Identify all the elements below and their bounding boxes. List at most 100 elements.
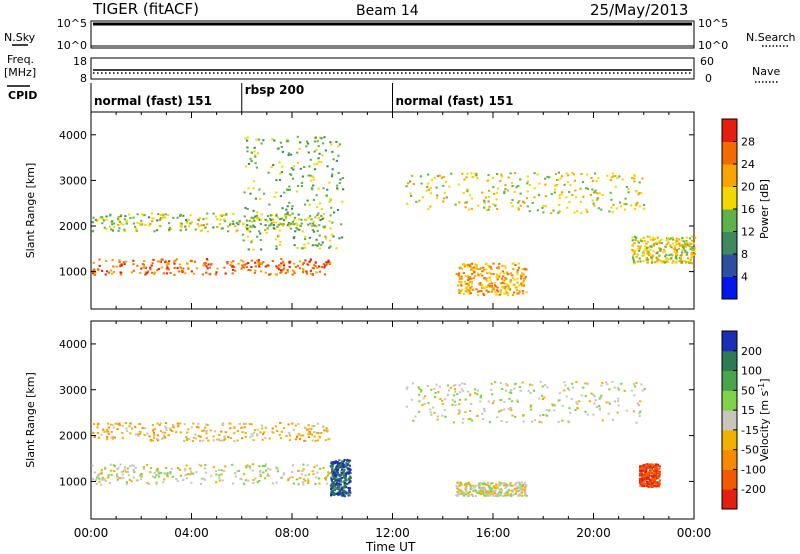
data-cell bbox=[201, 273, 204, 276]
data-cell bbox=[329, 261, 332, 264]
data-cell bbox=[256, 428, 259, 431]
data-cell bbox=[316, 267, 319, 269]
data-cell bbox=[233, 266, 236, 269]
data-cell bbox=[223, 218, 226, 221]
data-cell bbox=[226, 262, 229, 265]
data-cell bbox=[639, 410, 642, 413]
data-cell bbox=[253, 220, 256, 222]
data-cell bbox=[304, 246, 307, 249]
data-cell bbox=[306, 464, 309, 467]
data-cell bbox=[656, 236, 659, 239]
data-cell bbox=[498, 481, 501, 484]
data-cell bbox=[317, 217, 320, 219]
data-cell bbox=[638, 257, 641, 260]
data-cell bbox=[642, 250, 645, 253]
data-cell bbox=[479, 396, 482, 399]
data-cell bbox=[232, 220, 235, 223]
data-cell bbox=[284, 217, 287, 220]
data-cell bbox=[244, 226, 248, 229]
data-cell bbox=[496, 416, 499, 419]
data-cell bbox=[591, 188, 594, 191]
data-cell bbox=[601, 382, 604, 384]
data-cell bbox=[227, 230, 230, 233]
data-cell bbox=[166, 472, 169, 475]
data-cell bbox=[337, 479, 340, 482]
data-cell bbox=[257, 138, 261, 141]
data-cell bbox=[309, 222, 312, 225]
data-cell bbox=[685, 242, 688, 245]
data-cell bbox=[338, 486, 341, 489]
data-cell bbox=[420, 389, 423, 392]
data-cell bbox=[643, 478, 646, 481]
data-cell bbox=[658, 240, 661, 242]
data-cell bbox=[185, 228, 188, 231]
data-cell bbox=[453, 388, 457, 391]
data-cell bbox=[255, 259, 259, 262]
data-cell bbox=[452, 421, 455, 424]
data-cell bbox=[349, 475, 352, 478]
colorbar-tick-label: -50 bbox=[741, 444, 759, 457]
data-cell bbox=[338, 485, 341, 488]
data-cell bbox=[473, 486, 476, 489]
data-cell bbox=[236, 430, 239, 433]
data-cell bbox=[680, 239, 684, 242]
data-cell bbox=[660, 238, 663, 241]
data-cell bbox=[243, 191, 246, 194]
data-cell bbox=[254, 155, 257, 158]
data-cell bbox=[311, 266, 314, 269]
data-cell bbox=[491, 492, 494, 495]
data-cell bbox=[113, 222, 116, 225]
data-cell bbox=[574, 409, 577, 411]
data-cell bbox=[318, 136, 322, 139]
freq-label: Freq. bbox=[7, 53, 34, 66]
data-cell bbox=[658, 481, 661, 484]
data-cell bbox=[347, 472, 350, 475]
data-cell bbox=[411, 382, 414, 385]
data-cell bbox=[223, 435, 226, 438]
data-cell bbox=[444, 398, 447, 401]
data-cell bbox=[691, 239, 694, 242]
data-cell bbox=[273, 139, 276, 142]
data-cell bbox=[132, 263, 135, 266]
data-cell bbox=[274, 238, 278, 241]
data-cell bbox=[156, 269, 159, 272]
data-cell bbox=[310, 179, 313, 182]
data-cell bbox=[504, 487, 507, 490]
data-cell bbox=[452, 384, 455, 387]
data-cell bbox=[330, 175, 334, 178]
data-cell bbox=[257, 259, 260, 262]
data-cell bbox=[639, 260, 642, 263]
data-cell bbox=[194, 433, 197, 436]
data-cell bbox=[252, 224, 255, 227]
data-cell bbox=[496, 266, 499, 269]
data-cell bbox=[227, 225, 230, 228]
data-cell bbox=[233, 426, 236, 429]
data-cell bbox=[250, 220, 254, 223]
data-cell bbox=[119, 264, 122, 267]
data-cell bbox=[650, 475, 653, 478]
data-cell bbox=[253, 271, 256, 274]
data-cell bbox=[157, 213, 160, 215]
data-cell bbox=[582, 386, 585, 389]
data-cell bbox=[279, 269, 283, 272]
data-cell bbox=[234, 471, 237, 474]
data-cell bbox=[250, 216, 253, 219]
data-cell bbox=[315, 271, 318, 274]
data-cell bbox=[418, 393, 421, 396]
data-cell bbox=[241, 266, 244, 268]
data-cell bbox=[473, 488, 476, 491]
data-cell bbox=[329, 227, 332, 230]
data-cell bbox=[692, 254, 695, 257]
data-cell bbox=[677, 247, 680, 250]
data-cell bbox=[589, 193, 592, 196]
data-cell bbox=[101, 476, 104, 479]
data-cell bbox=[202, 439, 205, 442]
data-cell bbox=[466, 390, 470, 393]
data-cell bbox=[112, 271, 116, 273]
data-cell bbox=[208, 273, 211, 276]
data-cell bbox=[332, 158, 335, 161]
data-cell bbox=[520, 491, 523, 494]
data-cell bbox=[443, 409, 446, 412]
data-cell bbox=[582, 195, 585, 198]
data-cell bbox=[290, 153, 293, 156]
